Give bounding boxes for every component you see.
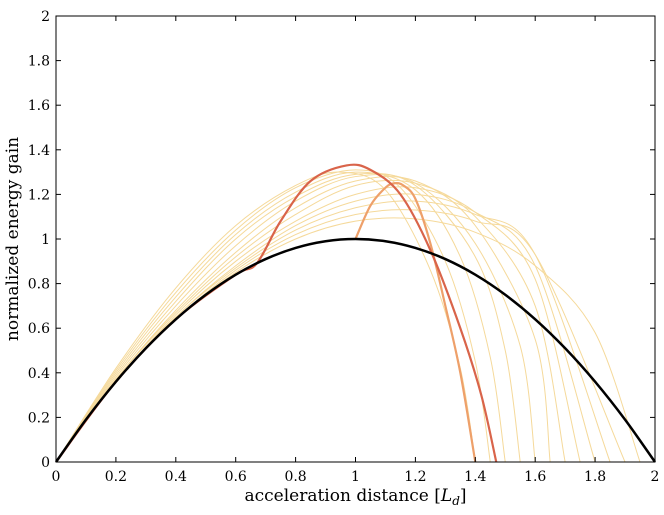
x-tick-label: 1.8 [584, 469, 606, 485]
x-axis-label-prefix: acceleration distance [ [244, 486, 440, 506]
family-curve [55, 179, 566, 463]
y-tick-label: 1.2 [28, 187, 50, 203]
main-series-line [54, 237, 657, 463]
family-curve [55, 169, 491, 463]
highlight-1-series-line [55, 163, 498, 463]
y-tick-label: 1 [41, 232, 50, 248]
x-tick-label: 2 [651, 469, 660, 485]
family-curve [55, 186, 581, 463]
y-tick-label: 0.4 [28, 366, 50, 382]
highlight-2-series-line [354, 181, 477, 463]
y-tick-label: 1.4 [28, 143, 50, 159]
x-tick-label: 0.8 [284, 469, 306, 485]
family-curves [55, 169, 641, 463]
y-tick-label: 0.6 [28, 321, 50, 337]
x-tick-label: 1.2 [404, 469, 426, 485]
x-tick-label: 0.4 [165, 469, 187, 485]
x-tick-label: 0 [52, 469, 61, 485]
y-tick-label: 1.8 [28, 54, 50, 70]
x-tick-label: 0.2 [105, 469, 127, 485]
y-axis-label: normalized energy gain [3, 137, 23, 341]
x-axis-label-subscript: d [452, 494, 460, 508]
y-tick-label: 0.8 [28, 277, 50, 293]
series-lines [54, 163, 657, 463]
x-tick-label: 1.6 [524, 469, 546, 485]
x-tick-label: 1.4 [464, 469, 486, 485]
family-curve [55, 172, 521, 463]
y-tick-label: 1.6 [28, 98, 50, 114]
x-axis-ticks: 0 0.2 0.4 0.6 0.8 1 1.2 1.4 1.6 1.8 2 [52, 16, 660, 485]
x-tick-label: 1 [351, 469, 360, 485]
y-tick-label: 0 [41, 455, 50, 471]
y-tick-label: 2 [41, 9, 50, 25]
family-curve [55, 171, 506, 463]
family-curve [55, 173, 536, 463]
x-axis-label-symbol: L [440, 486, 452, 506]
x-tick-label: 0.6 [225, 469, 247, 485]
x-axis-label: acceleration distance [Ld] [244, 486, 466, 508]
family-curve [55, 176, 551, 463]
y-tick-label: 0.2 [28, 410, 50, 426]
x-axis-label-suffix: ] [460, 486, 467, 506]
y-axis-ticks: 0 0.2 0.4 0.6 0.8 1 1.2 1.4 1.6 1.8 2 [28, 9, 655, 471]
